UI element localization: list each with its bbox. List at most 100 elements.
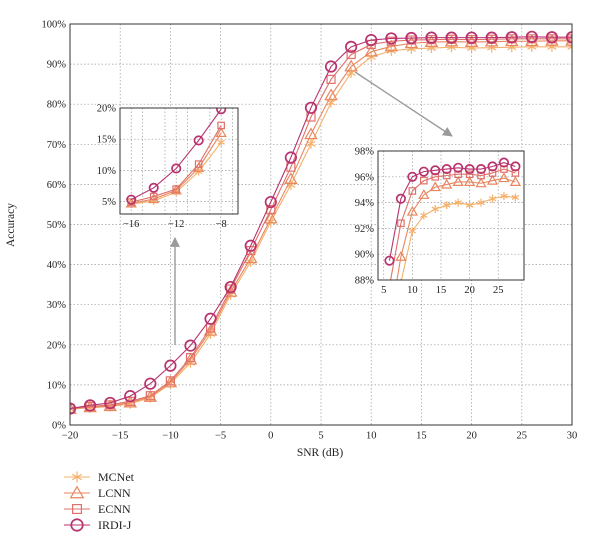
inset-left-series-ecnn-point [217, 121, 225, 130]
inset-right-series-mcnet-point [488, 194, 497, 203]
main-series-ecnn-point [567, 34, 572, 44]
inset-right-series-irdi-j-point [418, 166, 429, 177]
inset-left-y-tick-label: 5% [102, 197, 116, 208]
main-series-lcnn-point [284, 172, 298, 185]
main-x-tick-label: −10 [162, 431, 178, 442]
inset-right-series-mcnet-point [454, 198, 462, 207]
inset-right-series-irdi-j-point [453, 162, 464, 173]
main-series-irdi-j-point [525, 30, 538, 43]
zoom-arrows [170, 71, 453, 345]
legend-item-ecnn: ECNN [64, 502, 131, 516]
main-series-lcnn-point [264, 211, 278, 224]
inset-right-series-mcnet-point [500, 192, 508, 201]
main-series-irdi-j-point [184, 339, 197, 352]
inset-right-y-tick-label: 92% [355, 224, 375, 235]
main-series-ecnn-line [70, 38, 572, 410]
inset-left-y-tick-label: 20% [97, 104, 117, 115]
main-series-irdi-j-point [144, 377, 157, 390]
inset-right-series-mcnet-point [465, 201, 474, 210]
inset-right-series-ecnn-point [500, 165, 508, 173]
main-series-irdi-j-point [104, 396, 117, 410]
inset-right-series-ecnn-point [454, 170, 462, 179]
inset-right-series-ecnn-point [442, 171, 451, 180]
inset-right-series-mcnet-point [477, 198, 485, 207]
inset-right-y-tick-label: 88% [355, 276, 375, 287]
inset-left-series-lcnn-line [131, 132, 222, 204]
inset-right-frame [377, 150, 525, 281]
main-series-irdi-j-point [385, 32, 398, 45]
main-series-lcnn-point [183, 352, 198, 365]
inset-right-series-lcnn-point [486, 174, 499, 185]
main-series-irdi-j-point [405, 31, 418, 45]
inset-right-background [378, 151, 524, 280]
main-series-lcnn-point [163, 375, 178, 388]
main-series-irdi-j-point [244, 239, 257, 252]
inset-right-series-lcnn-point [406, 205, 418, 216]
x-axis-title: SNR (dB) [297, 447, 343, 459]
main-series-ecnn-point [165, 376, 175, 386]
inset-right-series-irdi-j-point [395, 193, 406, 204]
inset-left-series-lcnn-point [148, 193, 160, 204]
main-series-lcnn-point [203, 323, 218, 336]
main-series-irdi-j-point [545, 31, 559, 44]
inset-right-y-tick-label: 98% [355, 147, 375, 158]
main-series-lcnn-point [344, 59, 358, 72]
inset-right-y-tick-label: 94% [355, 198, 375, 209]
main-series-irdi-j-point [264, 195, 277, 209]
main-series-lcnn-point [304, 127, 318, 140]
legend-item-lcnn: LCNN [64, 485, 131, 500]
main-y-tick-label: 10% [47, 380, 67, 391]
inset-right-series-mcnet-point [420, 211, 428, 220]
main-series-lcnn-point [565, 33, 572, 46]
inset-right-series-ecnn-point [408, 187, 417, 195]
main-series-lcnn-point [243, 251, 258, 264]
inset-right-series-lcnn-point [463, 176, 476, 187]
main-series-lcnn-point [364, 44, 378, 57]
main-series-irdi-j-point [345, 40, 358, 53]
main-y-tick-label: 80% [47, 100, 67, 111]
legend-label-ecnn: ECNN [98, 502, 131, 516]
inset-right-series-ecnn-point [488, 169, 497, 177]
inset-right-series-irdi-j-point [510, 161, 521, 172]
legend-swatch-lcnn-marker [69, 485, 85, 499]
legend-swatch-mcnet-marker [71, 471, 83, 483]
main-series-irdi-j-point [224, 280, 237, 294]
inset-left-series-irdi-j-point [171, 163, 182, 174]
main-series-irdi-j-point [284, 151, 297, 164]
main-y-tick-label: 70% [47, 140, 67, 151]
inset-right-x-tick-label: 20 [464, 285, 475, 296]
inset-right-series-mcnet-point [408, 226, 417, 235]
inset-right-series-ecnn-point [397, 219, 405, 228]
inset-right-series-irdi-j-point [441, 164, 452, 175]
main-series-irdi-j-point [70, 402, 77, 415]
main-x-tick-label: −5 [215, 431, 226, 442]
inset-right-series-irdi-j-point [498, 157, 510, 168]
zoom-arrow-right [354, 71, 453, 137]
inset-left-series-irdi-j-point [193, 135, 204, 146]
inset-left-series-lcnn-point [215, 127, 227, 137]
inset-right-series-mcnet-point [431, 205, 440, 214]
inset-right-series-lcnn-point [475, 177, 487, 188]
inset-right-x-tick-label: 25 [493, 285, 504, 296]
inset-right-series-lcnn-point [418, 189, 430, 199]
main-y-tick-label: 40% [47, 260, 67, 271]
main-y-tick-label: 100% [42, 20, 67, 31]
main-series-irdi-j-point [485, 31, 498, 44]
inset-left-y-tick-label: 15% [97, 135, 117, 146]
main-series-irdi-j-point [425, 31, 438, 44]
inset-left-series-mcnet-point [217, 138, 225, 147]
main-x-tick-label: 0 [268, 431, 273, 442]
main-series-irdi-j-point [565, 31, 572, 44]
inset-right-x-tick-label: 15 [436, 285, 447, 296]
inset-right-series-irdi-j-point [407, 171, 418, 182]
main-series-mcnet-point [366, 51, 376, 62]
inset-right-series-irdi-j-point [476, 164, 487, 175]
main-series-ecnn-point [125, 396, 135, 406]
inset-right-series-ecnn-point [477, 171, 485, 180]
inset-right-series-ecnn-point [431, 173, 440, 181]
main-y-tick-label: 0% [52, 421, 66, 432]
inset-left-series-irdi-j-point [126, 194, 137, 205]
inset-left-series-irdi-j-point [148, 182, 159, 193]
main-series-lcnn-point [484, 34, 499, 47]
main-series-irdi-j-point [445, 31, 458, 44]
